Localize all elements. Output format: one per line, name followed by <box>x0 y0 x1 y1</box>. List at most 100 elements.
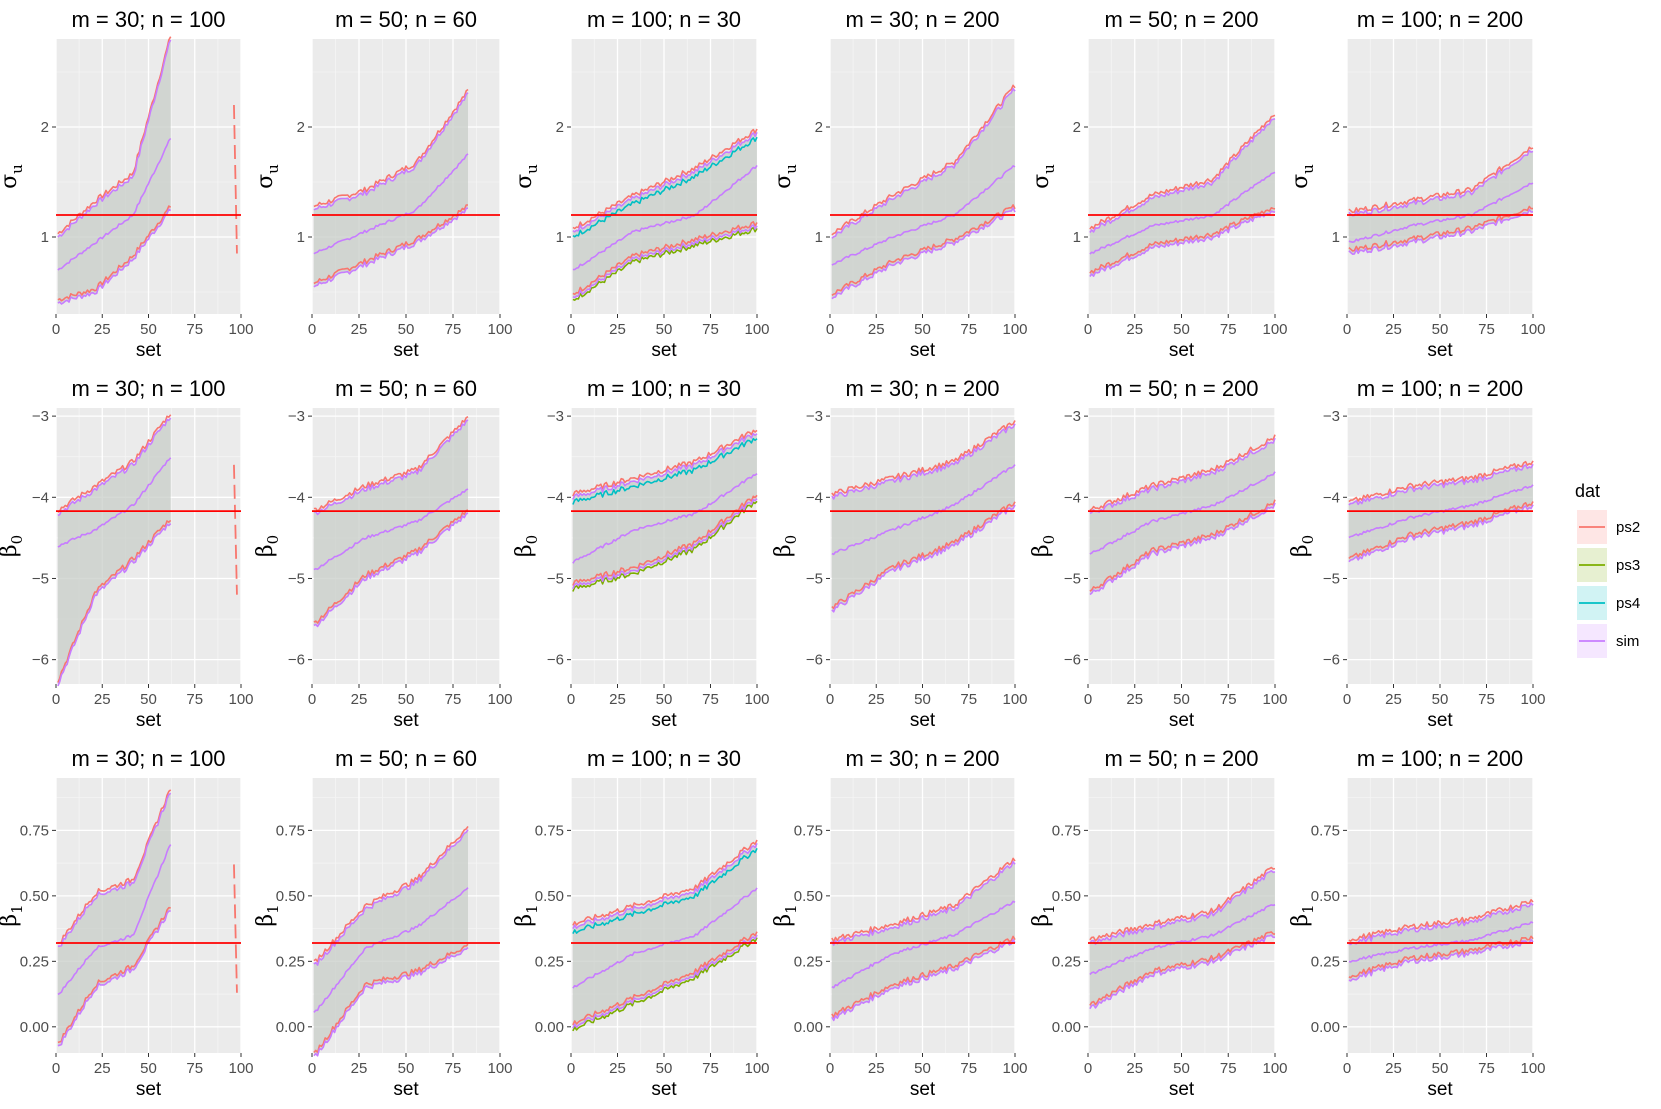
x-tick-label: 50 <box>398 691 415 708</box>
y-tick-label: −3 <box>1323 408 1340 425</box>
y-tick-label: −4 <box>32 489 49 506</box>
x-tick-label: 25 <box>94 321 111 338</box>
x-tick-label: 100 <box>1002 321 1027 338</box>
sim-lower-line <box>57 208 172 305</box>
sim-lower-line <box>57 910 171 1047</box>
y-tick-label: 1 <box>1332 229 1340 246</box>
sim-lower-line <box>572 934 758 1029</box>
y-axis-label-subscript: u <box>1040 164 1058 174</box>
sim-lower-line <box>1348 938 1534 982</box>
x-axis-label: set <box>1169 1079 1195 1100</box>
sim-median-line <box>1348 921 1534 963</box>
ps2-lower-line <box>1089 931 1276 1006</box>
sim-lower-line <box>1089 502 1276 596</box>
sim-lower-line <box>57 523 172 687</box>
panel-title: m = 100; n = 200 <box>1357 746 1523 771</box>
x-axis-label: set <box>1427 1079 1453 1100</box>
y-tick-label: −6 <box>32 652 49 669</box>
x-tick-label: 100 <box>228 691 253 708</box>
y-axis-label: σu <box>253 164 282 189</box>
x-tick-label: 100 <box>487 691 512 708</box>
y-axis-label: σu <box>771 164 800 189</box>
y-tick-label: −3 <box>288 408 305 425</box>
y-tick-label: −3 <box>1064 408 1081 425</box>
sim-interval-ribbon <box>831 861 1015 1021</box>
sim-median-line <box>1348 182 1534 243</box>
y-tick-label: 0.25 <box>1311 953 1340 970</box>
y-axis-label: β0 <box>771 535 800 557</box>
x-axis-label: set <box>136 340 162 361</box>
y-axis-label-subscript: 1 <box>1040 904 1058 914</box>
sim-lower-line <box>1348 504 1534 563</box>
x-tick-label: 50 <box>1432 1060 1449 1077</box>
sim-median-line <box>1089 904 1276 976</box>
panel-title: m = 30; n = 200 <box>845 7 999 32</box>
x-tick-label: 50 <box>656 1060 673 1077</box>
x-tick-label: 50 <box>914 1060 931 1077</box>
y-axis-label: β0 <box>0 535 26 557</box>
ps2-lower-line <box>831 935 1016 1018</box>
panel-r3-c1: 0 25 50 75 100 0.00 0.25 0.50 0.75 m = 30; n = 10… <box>0 746 254 1100</box>
legend-label: ps3 <box>1616 557 1640 574</box>
x-tick-label: 0 <box>308 691 316 708</box>
y-tick-label: −4 <box>1323 489 1340 506</box>
ps2-lower-line <box>313 509 469 624</box>
sim-median-line <box>57 844 172 996</box>
ps2-lower-line <box>1348 205 1533 252</box>
panel-r2-c2: 0 25 50 75 100 −6 −5 −4 −3 m = 50; n = 60 set β0 <box>253 376 513 731</box>
x-tick-label: 25 <box>609 691 626 708</box>
sim-upper-line <box>57 792 172 947</box>
x-tick-label: 25 <box>1126 321 1143 338</box>
y-tick-label: 0.75 <box>1311 822 1340 839</box>
ps2-lower-line <box>313 943 469 1054</box>
y-tick-label: 0.00 <box>1311 1019 1340 1036</box>
y-axis-label: σu <box>1029 164 1058 189</box>
x-tick-label: 0 <box>1084 321 1092 338</box>
sim-upper-line <box>1348 149 1534 217</box>
y-tick-label: −5 <box>547 570 564 587</box>
x-tick-label: 25 <box>1385 321 1402 338</box>
ps2-lower-line <box>313 204 468 285</box>
y-axis-label-subscript: u <box>264 164 282 174</box>
x-axis-label: set <box>136 1079 162 1100</box>
y-tick-label: −3 <box>806 408 823 425</box>
sim-median-line <box>572 164 758 271</box>
y-axis-label: β1 <box>0 904 26 926</box>
x-tick-label: 25 <box>94 1060 111 1077</box>
x-tick-label: 100 <box>228 321 253 338</box>
y-axis-label: β0 <box>512 535 541 557</box>
sim-median-line <box>831 165 1016 266</box>
y-tick-label: −5 <box>1064 570 1081 587</box>
ps4-upper-line <box>572 437 758 505</box>
sim-lower-line <box>313 512 469 628</box>
ps2-upper-line <box>313 825 469 963</box>
y-tick-label: 2 <box>815 119 823 136</box>
y-axis-label-subscript: u <box>8 164 26 174</box>
x-tick-label: 25 <box>609 321 626 338</box>
ps2-outlier-segment <box>233 864 238 993</box>
sim-interval-ribbon <box>1089 118 1275 277</box>
y-tick-label: 0.75 <box>20 822 49 839</box>
sim-lower-line <box>313 207 468 288</box>
y-tick-label: −4 <box>1064 489 1081 506</box>
x-tick-label: 75 <box>702 691 719 708</box>
legend-key-sim: sim <box>1577 624 1639 658</box>
y-axis-label: β1 <box>253 904 282 926</box>
y-tick-label: 0.25 <box>1052 953 1081 970</box>
x-tick-label: 0 <box>826 691 834 708</box>
sim-upper-line <box>572 432 758 500</box>
panel-r3-c6: 0 25 50 75 100 0.00 0.25 0.50 0.75 m = 100; n = 2… <box>1288 746 1546 1100</box>
legend-label: ps2 <box>1616 519 1640 536</box>
ps2-upper-line <box>831 420 1016 497</box>
legend-label: sim <box>1616 633 1639 650</box>
y-tick-label: 2 <box>297 119 305 136</box>
y-tick-label: 1 <box>41 229 49 246</box>
y-tick-label: 0.25 <box>794 953 823 970</box>
x-tick-label: 0 <box>308 321 316 338</box>
ps2-upper-line <box>57 789 172 944</box>
x-tick-label: 25 <box>1385 691 1402 708</box>
x-tick-label: 75 <box>702 1060 719 1077</box>
x-tick-label: 75 <box>960 321 977 338</box>
y-axis-label: β1 <box>512 904 541 926</box>
y-axis-label-subscript: u <box>523 164 541 174</box>
